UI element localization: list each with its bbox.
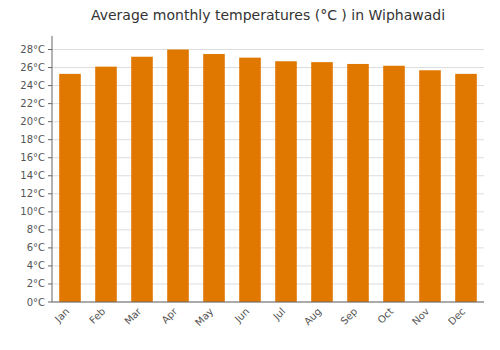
- tick-label: Mar: [122, 305, 144, 327]
- grid-line: [52, 67, 484, 68]
- tick-label: 0°C: [27, 297, 45, 308]
- tick-mark: [48, 85, 52, 86]
- bar: [203, 54, 225, 302]
- tick-mark: [48, 121, 52, 122]
- tick-label: Oct: [375, 306, 395, 326]
- x-axis-line: [52, 302, 484, 303]
- tick-label: Sep: [338, 306, 359, 327]
- tick-label: 10°C: [20, 206, 45, 217]
- tick-mark: [48, 211, 52, 212]
- grid: [52, 50, 484, 302]
- y-axis-line: [52, 36, 53, 302]
- x-axis: Jan Feb Mar Apr May Jun Jul Aug Sep Oct Nov Dec: [52, 305, 467, 328]
- tick-label: 4°C: [27, 260, 45, 271]
- bar: [455, 74, 477, 302]
- tick-label: Jun: [232, 306, 252, 326]
- bars: [59, 50, 477, 302]
- tick-label: Apr: [159, 305, 180, 326]
- tick-label: Dec: [446, 306, 467, 327]
- tick-mark: [48, 247, 52, 248]
- bar: [419, 70, 441, 302]
- tick-label: 16°C: [20, 152, 45, 163]
- bar: [383, 66, 405, 302]
- tick-label: 28°C: [20, 44, 45, 55]
- tick-mark: [48, 157, 52, 158]
- tick-label: Aug: [302, 306, 324, 328]
- tick-label: 12°C: [20, 188, 45, 199]
- tick-mark: [48, 283, 52, 284]
- tick-mark: [48, 265, 52, 266]
- bar: [59, 74, 81, 302]
- grid-line: [52, 49, 484, 50]
- bar: [95, 67, 117, 302]
- tick-label: Jul: [270, 306, 287, 323]
- tick-label: May: [193, 306, 215, 328]
- bar: [311, 62, 333, 302]
- tick-label: 18°C: [20, 134, 45, 145]
- bar: [239, 58, 261, 302]
- bar: [275, 61, 297, 302]
- tick-mark: [48, 139, 52, 140]
- bar: [167, 50, 189, 302]
- title: Average monthly temperatures (°C ) in Wi…: [91, 7, 445, 23]
- tick-label: 22°C: [20, 98, 45, 109]
- tick-label: Feb: [87, 306, 107, 326]
- tick-mark: [48, 67, 52, 68]
- tick-label: Nov: [410, 306, 432, 328]
- tick-label: 20°C: [20, 116, 45, 127]
- grid-line: [52, 302, 484, 303]
- tick-label: Jan: [52, 306, 71, 325]
- tick-mark: [48, 175, 52, 176]
- chart: Average monthly temperatures (°C ) in Wi…: [0, 0, 500, 350]
- tick-mark: [48, 302, 52, 303]
- tick-mark: [48, 103, 52, 104]
- tick-label: 6°C: [27, 242, 45, 253]
- bar: [347, 64, 369, 302]
- tick-mark: [48, 229, 52, 230]
- tick-label: 14°C: [20, 170, 45, 181]
- tick-label: 8°C: [27, 224, 45, 235]
- tick-mark: [48, 49, 52, 50]
- bar: [131, 57, 153, 302]
- tick-label: 2°C: [27, 278, 45, 289]
- y-axis: 0°C 2°C 4°C 6°C 8°C 10°C 12°C 14°C 16°C 18°C 20°C 2…: [20, 44, 52, 307]
- tick-label: 24°C: [20, 80, 45, 91]
- tick-mark: [48, 193, 52, 194]
- tick-label: 26°C: [20, 62, 45, 73]
